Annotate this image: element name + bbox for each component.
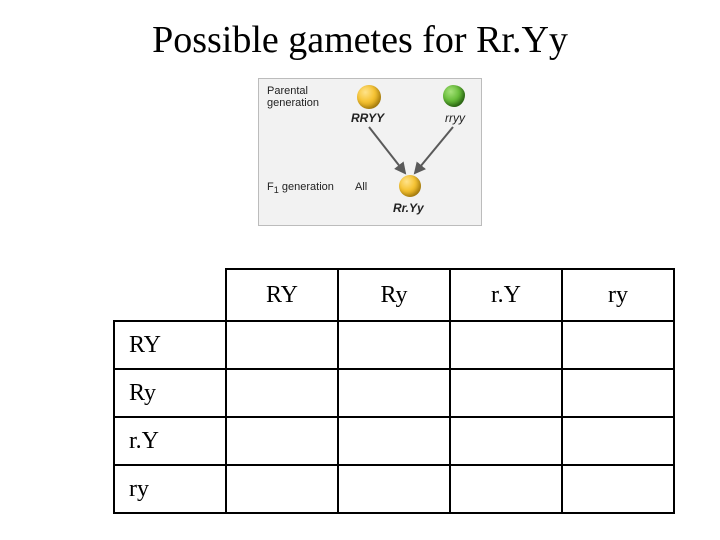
table-row: ry bbox=[114, 465, 674, 513]
cell bbox=[226, 417, 338, 465]
punnett-square: RY Ry r.Y ry RY Ry r.Y ry bbox=[113, 268, 675, 514]
row-header: RY bbox=[114, 321, 226, 369]
row-header: r.Y bbox=[114, 417, 226, 465]
cell bbox=[450, 369, 562, 417]
parental-label-line1: Parental bbox=[267, 85, 319, 97]
parent1-pea-icon bbox=[357, 85, 381, 109]
parental-label: Parental generation bbox=[267, 85, 319, 109]
cell bbox=[226, 465, 338, 513]
slide-root: Possible gametes for Rr.Yy Parental gene… bbox=[0, 0, 720, 540]
cell bbox=[562, 369, 674, 417]
table-row: RY bbox=[114, 321, 674, 369]
cell bbox=[338, 417, 450, 465]
cell bbox=[450, 417, 562, 465]
f1-label-rest: generation bbox=[279, 181, 334, 193]
col-header: RY bbox=[226, 269, 338, 321]
row-header: ry bbox=[114, 465, 226, 513]
cell bbox=[338, 465, 450, 513]
corner-cell bbox=[114, 269, 226, 321]
parental-label-line2: generation bbox=[267, 97, 319, 109]
cell bbox=[450, 321, 562, 369]
cell bbox=[226, 369, 338, 417]
cell bbox=[562, 465, 674, 513]
arrow-parent2-icon bbox=[399, 123, 489, 179]
table-row: r.Y bbox=[114, 417, 674, 465]
cell bbox=[338, 369, 450, 417]
f1-all-label: All bbox=[355, 181, 367, 193]
cell bbox=[338, 321, 450, 369]
table-row: Ry bbox=[114, 369, 674, 417]
f1-label-left: F bbox=[267, 181, 274, 193]
offspring-genotype: Rr.Yy bbox=[393, 201, 424, 215]
col-header: Ry bbox=[338, 269, 450, 321]
cell bbox=[562, 321, 674, 369]
f1-label: F1 generation bbox=[267, 181, 334, 195]
table-row: RY Ry r.Y ry bbox=[114, 269, 674, 321]
page-title: Possible gametes for Rr.Yy bbox=[0, 18, 720, 62]
parent2-pea-icon bbox=[443, 85, 465, 107]
cross-diagram: Parental generation RRYY rryy F1 generat… bbox=[258, 78, 482, 226]
row-header: Ry bbox=[114, 369, 226, 417]
cell bbox=[226, 321, 338, 369]
col-header: ry bbox=[562, 269, 674, 321]
cell bbox=[562, 417, 674, 465]
cell bbox=[450, 465, 562, 513]
col-header: r.Y bbox=[450, 269, 562, 321]
offspring-pea-icon bbox=[399, 175, 421, 197]
